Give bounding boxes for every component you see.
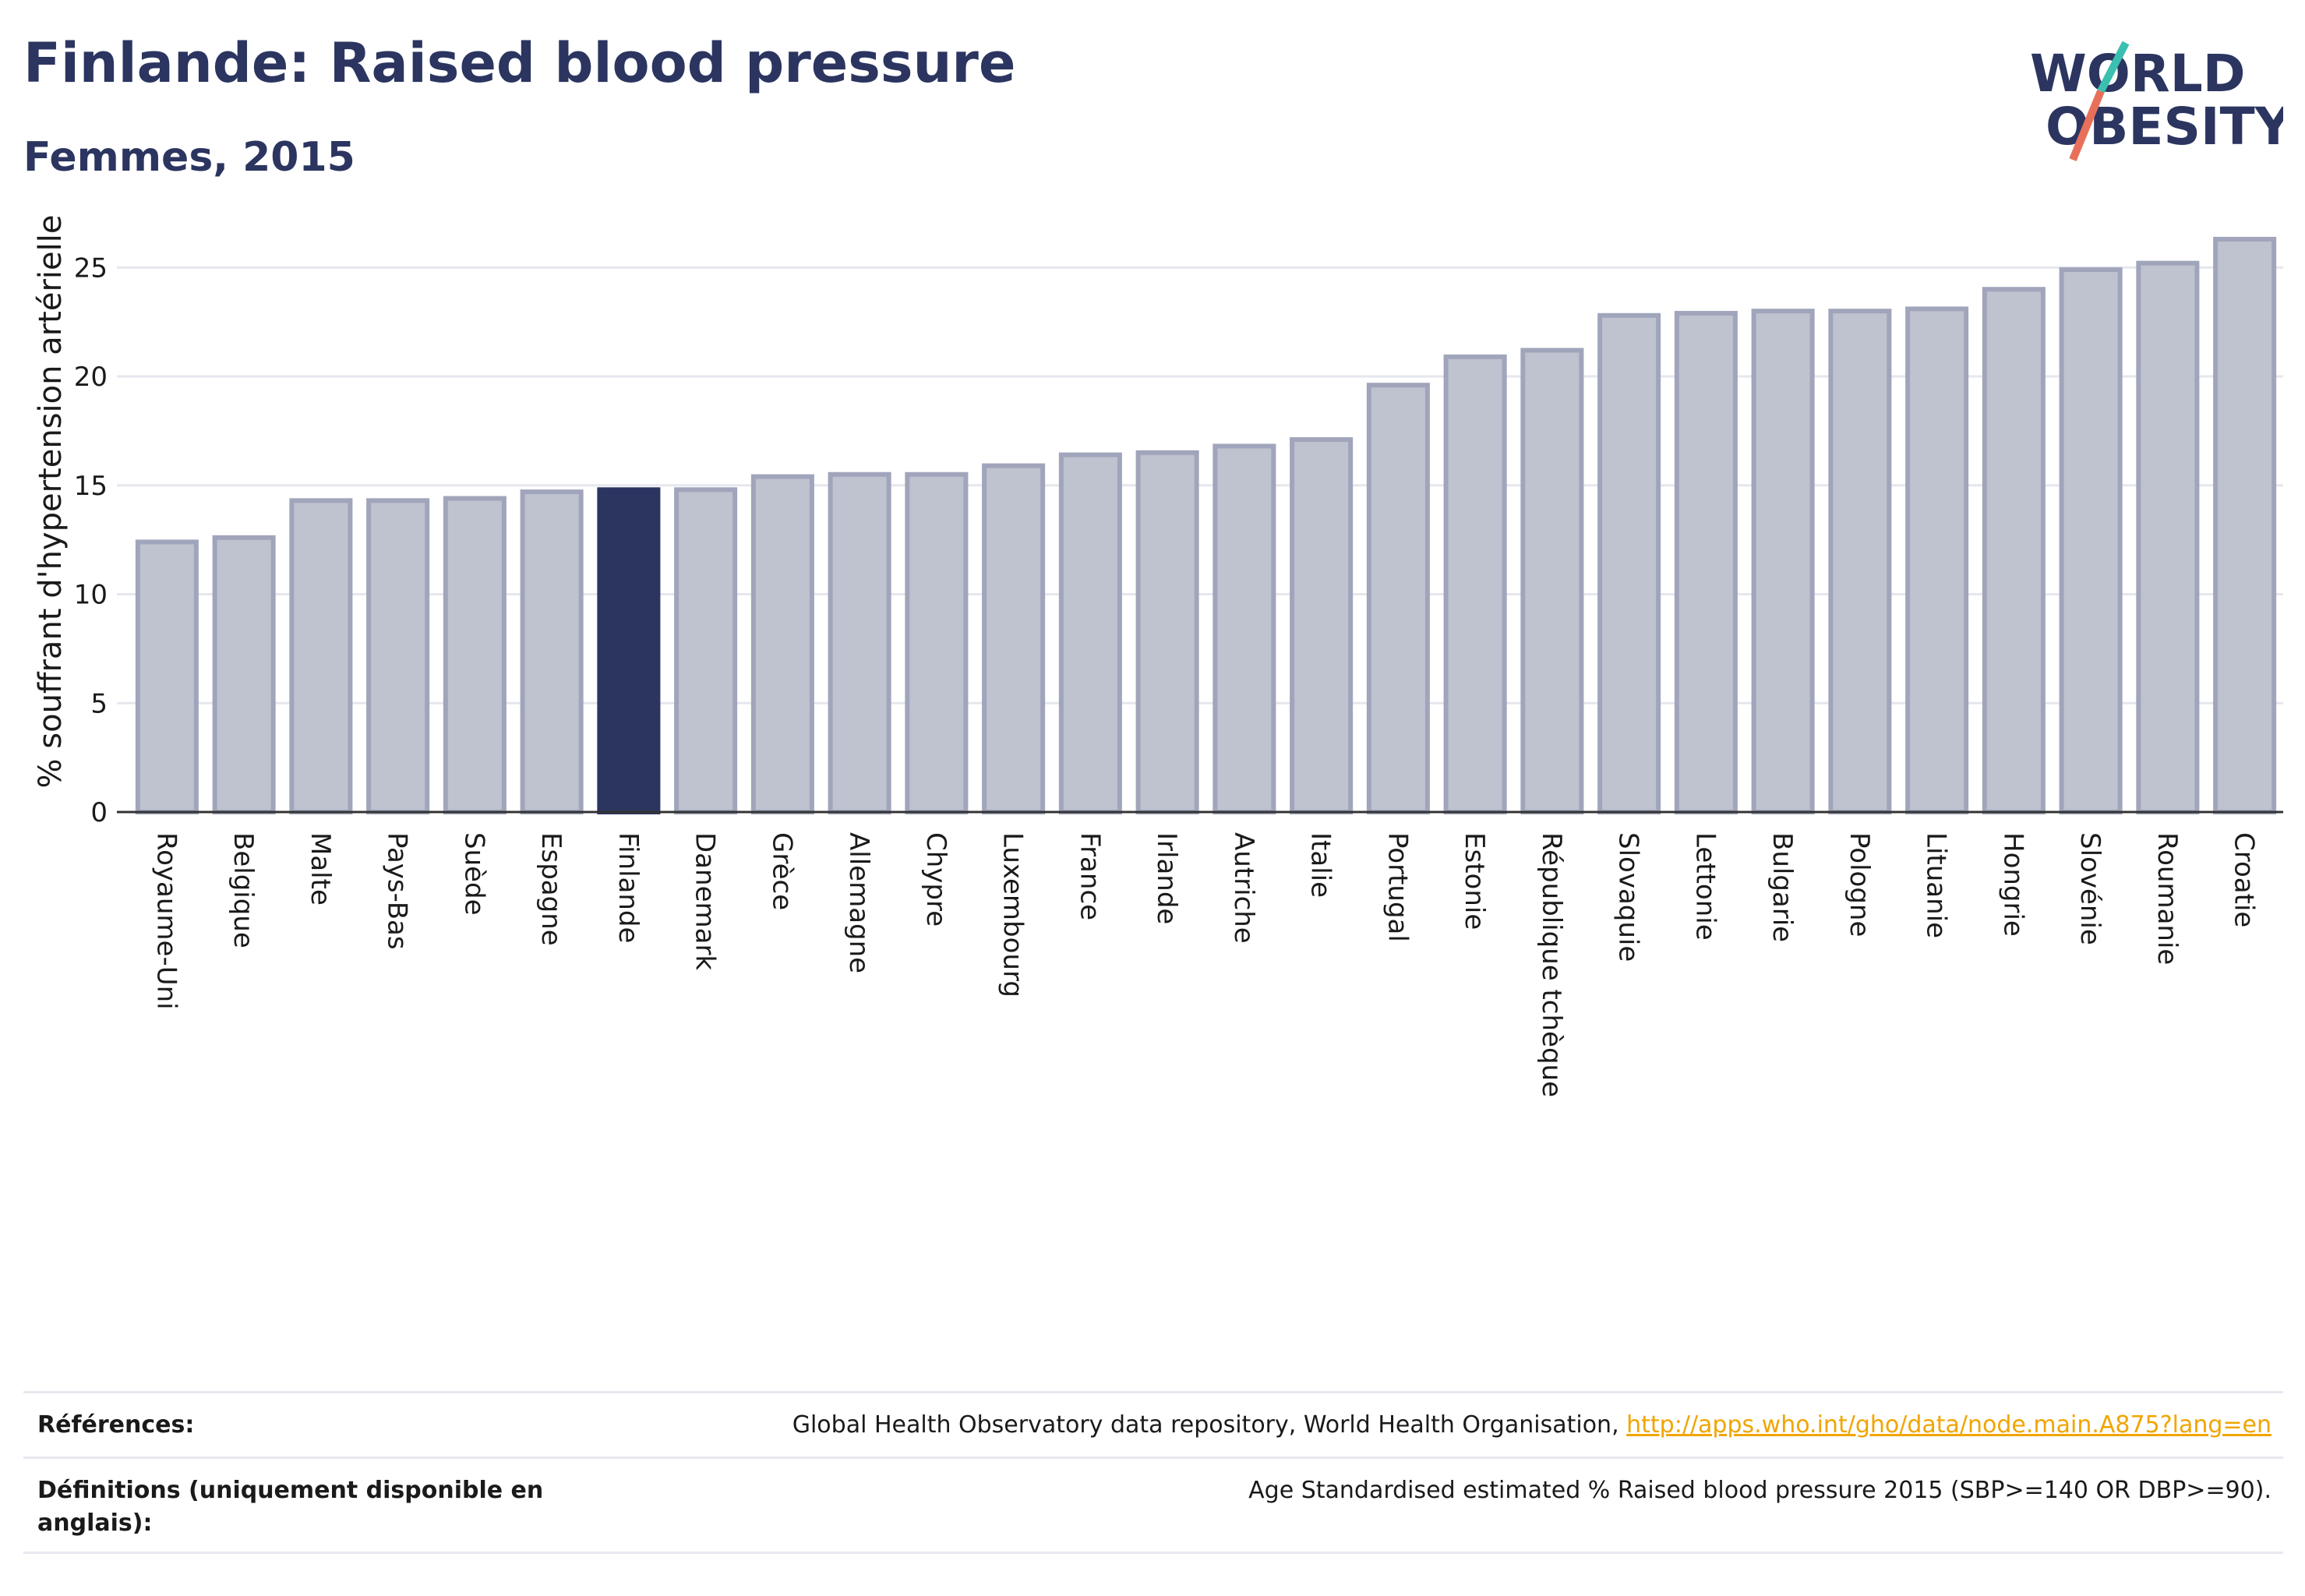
bar-royaume-uni bbox=[135, 539, 199, 814]
definitions-row: Définitions (uniquement disponible en an… bbox=[23, 1457, 2283, 1554]
x-category-label: Finlande bbox=[612, 832, 644, 943]
x-category-label: Belgique bbox=[228, 832, 259, 948]
references-link[interactable]: http://apps.who.int/gho/data/node.main.A… bbox=[1626, 1411, 2271, 1439]
bar-chart: 0 5 10 15 20 25 Royaume-Uni Belgique Malte Pays-… bbox=[33, 215, 2283, 1097]
y-axis-label: % souffrant d'hypertension artérielle bbox=[33, 215, 69, 789]
references-value: Global Health Observatory data repositor… bbox=[792, 1409, 2271, 1442]
x-category-label: Slovénie bbox=[2074, 832, 2106, 945]
bar-roumanie bbox=[2136, 260, 2200, 814]
x-category-label: Royaume-Uni bbox=[150, 832, 182, 1010]
x-axis-categories: Royaume-Uni Belgique Malte Pays-Bas Suède Esp… bbox=[150, 832, 2259, 1097]
y-tick-label: 0 bbox=[90, 797, 108, 828]
x-category-label: Estonie bbox=[1459, 832, 1490, 930]
definitions-value: Age Standardised estimated % Raised bloo… bbox=[1248, 1477, 2271, 1504]
y-tick-label: 5 bbox=[90, 688, 108, 719]
x-category-label: Suède bbox=[458, 832, 489, 916]
bar-lituanie bbox=[1905, 306, 1969, 815]
x-category-label: Italie bbox=[1305, 832, 1336, 898]
x-category-label: Allemagne bbox=[843, 832, 874, 973]
x-category-label: Espagne bbox=[535, 832, 567, 946]
bar-belgique bbox=[212, 535, 276, 814]
chart-title: Finlande: Raised blood pressure bbox=[23, 31, 1016, 95]
bar-autriche bbox=[1213, 443, 1276, 814]
x-category-label: Lituanie bbox=[1921, 832, 1952, 938]
bar-grèce bbox=[750, 474, 814, 815]
bar-italie bbox=[1290, 437, 1354, 814]
x-category-label: Autriche bbox=[1228, 832, 1259, 944]
bar-croatie bbox=[2213, 236, 2277, 815]
bar-slovénie bbox=[2059, 267, 2123, 814]
bar-pologne bbox=[1828, 309, 1892, 814]
x-category-label: Danemark bbox=[690, 832, 721, 970]
bar-hongrie bbox=[1982, 287, 2046, 814]
x-category-label: Roumanie bbox=[2151, 832, 2183, 965]
x-category-label: Pays-Bas bbox=[382, 832, 413, 950]
x-category-label: Grèce bbox=[766, 832, 797, 910]
y-axis-ticks: 0 5 10 15 20 25 bbox=[74, 252, 108, 828]
x-category-label: France bbox=[1074, 832, 1105, 920]
bar-pays-bas bbox=[366, 498, 430, 814]
y-tick-label: 20 bbox=[74, 362, 108, 393]
bar-république-tchèque bbox=[1520, 348, 1584, 814]
x-category-label: Irlande bbox=[1151, 832, 1182, 924]
references-row: Références: Global Health Observatory da… bbox=[23, 1391, 2283, 1459]
bar-allemagne bbox=[828, 471, 891, 814]
chart-subtitle: Femmes, 2015 bbox=[23, 134, 355, 181]
x-category-label: Portugal bbox=[1382, 832, 1413, 942]
bar-france bbox=[1058, 452, 1122, 815]
x-category-label: Hongrie bbox=[1997, 832, 2028, 937]
footer-bottom-border bbox=[23, 1552, 2283, 1554]
bar-bulgarie bbox=[1751, 309, 1815, 814]
x-category-label: Bulgarie bbox=[1767, 832, 1798, 942]
bar-chypre bbox=[905, 471, 969, 814]
bar-estonie bbox=[1443, 354, 1507, 814]
bar-malte bbox=[289, 498, 353, 814]
bar-lettonie bbox=[1674, 310, 1738, 814]
bar-finlande bbox=[597, 487, 661, 814]
bars bbox=[135, 236, 2277, 815]
y-tick-label: 15 bbox=[74, 471, 108, 502]
bar-espagne bbox=[520, 489, 584, 814]
x-category-label: Chypre bbox=[920, 832, 951, 927]
bar-slovaquie bbox=[1597, 312, 1661, 814]
x-category-label: Malte bbox=[305, 832, 336, 906]
bar-portugal bbox=[1366, 383, 1430, 814]
world-obesity-logo: WORLD OBESITY bbox=[2030, 41, 2283, 161]
bar-irlande bbox=[1135, 450, 1199, 814]
bar-danemark bbox=[674, 487, 738, 814]
references-text: Global Health Observatory data repositor… bbox=[792, 1411, 1627, 1439]
x-category-label: Croatie bbox=[2229, 832, 2260, 927]
x-category-label: République tchèque bbox=[1536, 832, 1567, 1097]
y-tick-label: 10 bbox=[74, 580, 108, 611]
bar-luxembourg bbox=[982, 463, 1046, 814]
references-label: Références: bbox=[37, 1411, 195, 1439]
logo-line1: WORLD bbox=[2030, 44, 2246, 104]
x-category-label: Luxembourg bbox=[997, 832, 1029, 998]
x-category-label: Pologne bbox=[1844, 832, 1875, 937]
x-category-label: Slovaquie bbox=[1613, 832, 1644, 962]
y-tick-label: 25 bbox=[74, 252, 108, 284]
bar-suède bbox=[443, 496, 507, 815]
definitions-label: Définitions (uniquement disponible en an… bbox=[37, 1477, 544, 1537]
x-category-label: Lettonie bbox=[1689, 832, 1721, 941]
